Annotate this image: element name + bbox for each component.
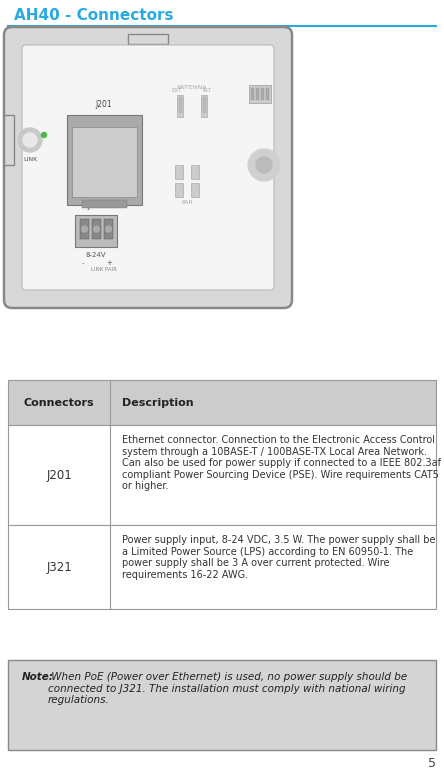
Bar	[8, 380, 436, 425]
Bar	[266, 88, 269, 100]
Text: Ethernet connector. Connection to the Electronic Access Control system through a: Ethernet connector. Connection to the El…	[122, 435, 441, 492]
Bar	[92, 219, 101, 239]
Circle shape	[248, 149, 280, 181]
Bar	[178, 97, 182, 113]
FancyBboxPatch shape	[22, 45, 274, 290]
Text: ANTENNA: ANTENNA	[177, 85, 207, 90]
Text: Power supply input, 8-24 VDC, 3.5 W. The power supply shall be a Limited Power S: Power supply input, 8-24 VDC, 3.5 W. The…	[122, 535, 436, 580]
Bar	[251, 88, 254, 100]
Bar	[175, 165, 183, 179]
Text: Note:: Note:	[22, 672, 54, 682]
Bar	[202, 97, 206, 113]
Bar	[72, 127, 137, 197]
Circle shape	[94, 226, 99, 232]
Bar	[8, 425, 436, 525]
Bar	[4, 115, 14, 165]
Text: +: +	[106, 260, 112, 266]
Bar	[191, 165, 199, 179]
Bar	[128, 34, 168, 44]
Bar	[177, 95, 183, 117]
Circle shape	[41, 132, 47, 138]
Text: EXT: EXT	[172, 88, 182, 93]
Text: Description: Description	[122, 398, 194, 408]
Text: J321: J321	[46, 560, 72, 573]
Text: Connectors: Connectors	[24, 398, 94, 408]
FancyBboxPatch shape	[4, 27, 292, 308]
Text: INT: INT	[202, 88, 211, 93]
Text: LINK PAIR: LINK PAIR	[91, 267, 117, 272]
Bar	[82, 200, 127, 208]
Bar	[8, 525, 436, 609]
Bar	[75, 215, 117, 247]
Text: -: -	[82, 260, 84, 266]
Bar	[67, 115, 142, 205]
Bar	[201, 95, 207, 117]
Bar	[256, 88, 259, 100]
Text: J201: J201	[46, 468, 72, 482]
Text: PAR: PAR	[181, 200, 193, 205]
Circle shape	[256, 157, 272, 173]
Bar	[261, 88, 264, 100]
Text: J321: J321	[87, 201, 104, 210]
Bar	[175, 183, 183, 197]
Text: AH40 - Connectors: AH40 - Connectors	[14, 8, 174, 23]
Bar	[249, 85, 271, 103]
Circle shape	[23, 133, 37, 147]
Text: J201: J201	[96, 100, 112, 109]
Bar	[8, 660, 436, 750]
Bar	[191, 183, 199, 197]
Circle shape	[82, 226, 87, 232]
Circle shape	[106, 226, 111, 232]
Bar	[104, 219, 113, 239]
Circle shape	[18, 128, 42, 152]
Text: 5: 5	[428, 757, 436, 770]
Text: LINK: LINK	[23, 157, 37, 162]
Text: 8-24V: 8-24V	[86, 252, 106, 258]
Bar	[80, 219, 89, 239]
Text: When PoE (Power over Ethernet) is used, no power supply should be connected to J: When PoE (Power over Ethernet) is used, …	[48, 672, 407, 705]
